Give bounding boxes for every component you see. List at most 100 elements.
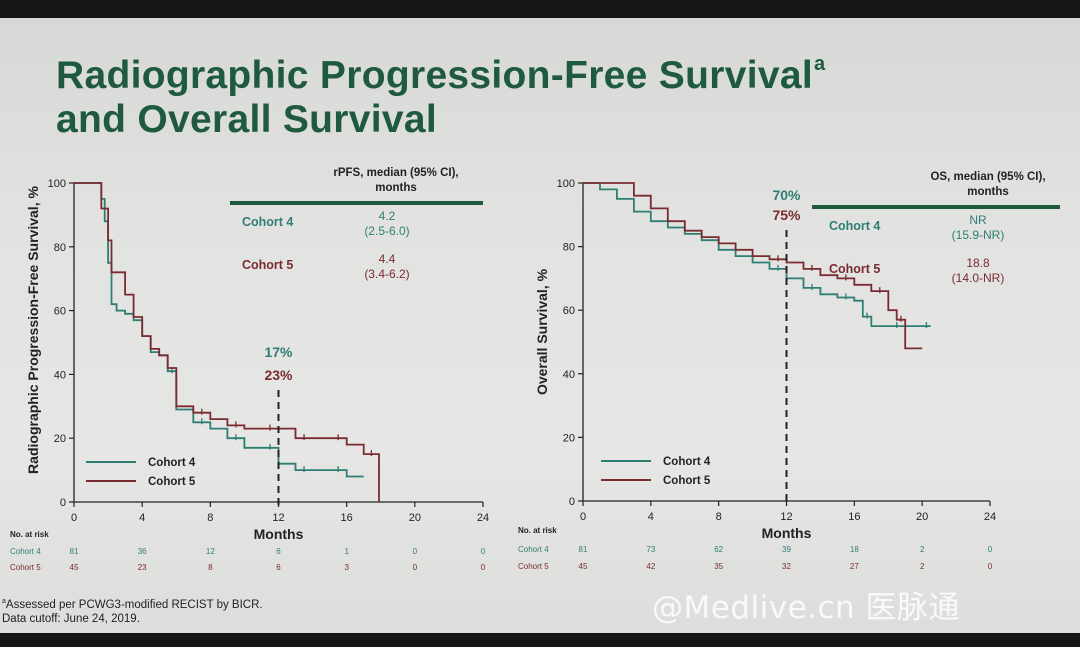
at-risk-value: 0 (481, 547, 486, 556)
x-tick-label: 24 (984, 511, 996, 523)
x-tick-label: 4 (648, 511, 654, 523)
legend-label-cohort-5: Cohort 5 (663, 475, 711, 487)
at-risk-value: 8 (208, 563, 213, 572)
median-ci: (15.9-NR) (952, 228, 1005, 242)
at-risk-value: 62 (714, 545, 723, 554)
x-tick-label: 20 (409, 512, 421, 524)
median-table-header: OS, median (95% CI), (930, 171, 1045, 183)
series-line-cohort-5 (74, 182, 380, 502)
x-tick-label: 4 (139, 512, 145, 524)
series-line-cohort-4 (74, 182, 364, 478)
legend-label-cohort-5: Cohort 5 (148, 476, 196, 488)
at-risk-value: 0 (988, 545, 993, 554)
at-risk-value: 0 (481, 563, 486, 572)
y-tick-label: 80 (563, 242, 575, 254)
bottom-shade (0, 633, 1080, 647)
x-tick-label: 20 (916, 511, 928, 523)
footnote-1: aAssessed per PCWG3-modified RECIST by B… (2, 598, 263, 611)
at-risk-value: 35 (714, 562, 723, 571)
median-value: 18.8 (966, 256, 990, 270)
at-risk-value: 0 (413, 547, 418, 556)
at-risk-value: 2 (920, 545, 925, 554)
at-risk-value: 2 (920, 562, 925, 571)
median-row-label: Cohort 5 (829, 262, 880, 276)
y-tick-label: 0 (569, 496, 575, 508)
series-line-cohort-4 (583, 182, 931, 327)
median-value: NR (969, 213, 987, 227)
footnote-2: Data cutoff: June 24, 2019. (2, 613, 140, 625)
median-ci: (3.4-6.2) (364, 267, 409, 281)
x-tick-label: 8 (207, 512, 213, 524)
at-risk-value: 36 (138, 547, 147, 556)
at-risk-value: 0 (988, 562, 993, 571)
at-risk-value: 81 (70, 547, 79, 556)
series-line-cohort-5 (583, 182, 923, 350)
at-risk-row-label: Cohort 5 (518, 562, 549, 571)
at-risk-value: 3 (344, 563, 349, 572)
median-row-label: Cohort 4 (829, 219, 880, 233)
landmark-label-cohort-5: 75% (772, 207, 801, 223)
at-risk-value: 1 (344, 547, 349, 556)
y-tick-label: 0 (60, 497, 66, 509)
legend-label-cohort-4: Cohort 4 (148, 457, 196, 469)
x-tick-label: 24 (477, 512, 489, 524)
at-risk-value: 45 (579, 562, 588, 571)
median-table-header: months (967, 186, 1009, 198)
at-risk-value: 27 (850, 562, 859, 571)
title-line-2: and Overall Survival (56, 98, 438, 141)
at-risk-value: 18 (850, 545, 859, 554)
landmark-label-cohort-5: 23% (264, 367, 293, 383)
at-risk-value: 45 (70, 563, 79, 572)
at-risk-value: 32 (782, 562, 791, 571)
title-line-1: Radiographic Progression-Free Survival (56, 54, 813, 97)
x-tick-label: 16 (848, 511, 860, 523)
footnote-1-text: Assessed per PCWG3-modified RECIST by BI… (5, 598, 263, 611)
x-tick-label: 12 (780, 511, 792, 523)
landmark-label-cohort-4: 70% (772, 187, 801, 203)
slide-title: Radiographic Progression-Free Survivala … (56, 42, 825, 142)
x-axis-title: Months (762, 525, 812, 541)
at-risk-header: No. at risk (518, 526, 557, 535)
y-tick-label: 60 (54, 306, 66, 318)
at-risk-row-label: Cohort 4 (518, 545, 549, 554)
x-tick-label: 8 (716, 511, 722, 523)
y-tick-label: 80 (54, 242, 66, 254)
at-risk-value: 39 (782, 545, 791, 554)
at-risk-value: 81 (579, 545, 588, 554)
landmark-label-cohort-4: 17% (264, 344, 293, 360)
median-value: 4.2 (379, 209, 396, 223)
at-risk-value: 6 (276, 563, 281, 572)
y-tick-label: 100 (557, 178, 575, 190)
y-tick-label: 40 (54, 369, 66, 381)
at-risk-value: 12 (206, 547, 215, 556)
y-axis-title: Radiographic Progression-Free Survival, … (25, 186, 41, 474)
median-table-header: rPFS, median (95% CI), (333, 167, 458, 179)
y-axis-title: Overall Survival, % (534, 268, 550, 395)
median-value: 4.4 (379, 252, 396, 266)
median-ci: (14.0-NR) (952, 271, 1005, 285)
x-tick-label: 12 (272, 512, 284, 524)
median-table-header: months (375, 182, 417, 194)
y-tick-label: 60 (563, 305, 575, 317)
at-risk-row-label: Cohort 4 (10, 547, 41, 556)
legend-label-cohort-4: Cohort 4 (663, 456, 711, 468)
title-superscript: a (813, 53, 826, 75)
y-tick-label: 100 (48, 178, 66, 190)
x-tick-label: 0 (71, 512, 77, 524)
x-tick-label: 16 (341, 512, 353, 524)
at-risk-header: No. at risk (10, 530, 49, 539)
at-risk-value: 23 (138, 563, 147, 572)
watermark: @Medlive.cn 医脉通 (652, 590, 961, 626)
at-risk-value: 73 (646, 545, 655, 554)
x-tick-label: 0 (580, 511, 586, 523)
at-risk-row-label: Cohort 5 (10, 563, 41, 572)
y-tick-label: 20 (54, 433, 66, 445)
footnote-superscript: a (2, 598, 6, 605)
x-axis-title: Months (254, 526, 304, 542)
y-tick-label: 20 (563, 432, 575, 444)
at-risk-value: 0 (413, 563, 418, 572)
